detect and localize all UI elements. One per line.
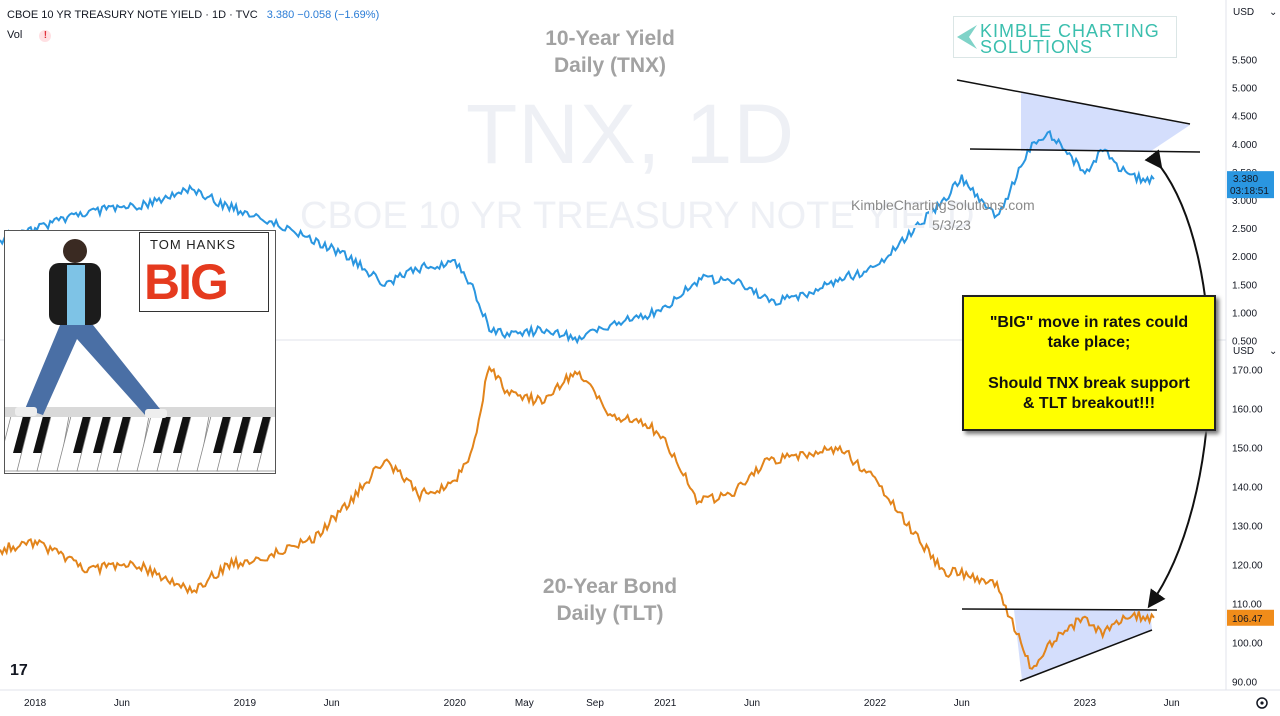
y-tick-label: 140.00	[1232, 483, 1263, 494]
tnx-channel-fill	[1021, 92, 1190, 151]
site-annotation: KimbleChartingSolutions.com	[851, 197, 1035, 213]
x-tick-label: Jun	[324, 698, 340, 709]
price-axis-currency: USD	[1233, 7, 1254, 18]
logo-line2: SOLUTIONS	[980, 37, 1094, 57]
callout-line2: take place;	[1047, 334, 1131, 351]
poster-title-box: TOM HANKS BIG	[139, 232, 269, 312]
tlt-title-block: 20-Year Bond Daily (TLT)	[500, 573, 720, 627]
chevron-down-icon[interactable]: ⌄	[1269, 7, 1277, 18]
tlt-support-line[interactable]	[1019, 629, 1153, 682]
y-tick-label: 170.00	[1232, 366, 1263, 377]
volume-indicator[interactable]: Vol !	[7, 29, 52, 42]
tnx-resistance-line[interactable]	[956, 79, 1191, 125]
y-tick-label: 120.00	[1232, 561, 1263, 572]
tradingview-logo[interactable]: 17	[10, 662, 28, 679]
y-tick-label: 2.500	[1232, 224, 1257, 235]
x-tick-label: 2023	[1074, 698, 1097, 709]
x-tick-label: Jun	[1164, 698, 1180, 709]
logo-line1: KIMBLE CHARTING	[980, 21, 1160, 41]
chart-header: CBOE 10 YR TREASURY NOTE YIELD · 1D · TV…	[7, 9, 379, 21]
y-tick-label: 2.000	[1232, 252, 1257, 263]
y-tick-label: 4.000	[1232, 140, 1257, 151]
tlt-title: 20-Year Bond	[542, 575, 678, 598]
poster-title: BIG	[144, 254, 229, 310]
volume-label: Vol	[7, 29, 23, 41]
x-tick-label: Jun	[954, 698, 970, 709]
y-tick-label: 100.00	[1232, 639, 1263, 650]
y-tick-label: 5.500	[1232, 56, 1257, 67]
x-tick-label: Jun	[114, 698, 130, 709]
price-change-label: 3.380 −0.058 (−1.69%)	[266, 9, 380, 21]
movie-poster-image: TOM HANKS BIG	[4, 230, 276, 474]
price-axis-currency: USD	[1233, 346, 1254, 357]
tlt-subtitle: Daily (TLT)	[556, 602, 664, 625]
x-tick-label: Jun	[744, 698, 760, 709]
tlt-last-price-badge	[1227, 609, 1274, 626]
poster-illustration	[5, 239, 275, 472]
arrow-logo-icon	[957, 25, 977, 49]
callout-line4: & TLT breakout!!!	[1022, 395, 1156, 412]
y-tick-label: 130.00	[1232, 522, 1263, 533]
date-annotation: 5/3/23	[932, 217, 971, 233]
callout-line3: Should TNX break support	[988, 375, 1190, 392]
y-tick-label: 150.00	[1232, 444, 1263, 455]
kimble-logo: KIMBLE CHARTING SOLUTIONS	[953, 16, 1177, 58]
tnx-countdown: 03:18:51	[1230, 186, 1269, 197]
tlt-series-line[interactable]	[0, 364, 1155, 670]
chevron-down-icon[interactable]: ⌄	[1269, 346, 1277, 357]
callout-box: "BIG" move in rates could take place; Sh…	[962, 295, 1216, 431]
tlt-resistance-line[interactable]	[961, 608, 1158, 611]
tnx-subtitle: Daily (TNX)	[553, 54, 666, 77]
y-tick-label: 5.000	[1232, 84, 1257, 95]
gear-icon[interactable]	[1256, 697, 1268, 709]
y-tick-label: 110.00	[1232, 600, 1262, 611]
x-tick-label: 2022	[864, 698, 887, 709]
y-tick-label: 1.000	[1232, 308, 1257, 319]
x-tick-label: 2021	[654, 698, 677, 709]
poster-actor: TOM HANKS	[150, 237, 237, 252]
symbol-watermark: TNX, 1D	[466, 87, 796, 181]
y-tick-label: 160.00	[1232, 405, 1263, 416]
x-tick-label: 2019	[234, 698, 257, 709]
x-tick-label: 2018	[24, 698, 47, 709]
y-tick-label: 4.500	[1232, 112, 1257, 123]
y-tick-label: 0.500	[1232, 337, 1257, 348]
tlt-last-price: 106.47	[1232, 614, 1263, 625]
y-tick-label: 90.00	[1232, 678, 1257, 689]
tnx-last-price: 3.380	[1233, 174, 1258, 185]
tnx-last-price-badge	[1227, 171, 1274, 199]
description-watermark: CBOE 10 YR TREASURY NOTE YIELD	[300, 195, 975, 237]
x-tick-label: May	[515, 698, 534, 709]
tnx-title: 10-Year Yield	[545, 27, 675, 50]
warning-icon[interactable]: !	[39, 30, 52, 42]
callout-line1: "BIG" move in rates could	[989, 314, 1189, 331]
tnx-series-line[interactable]	[0, 129, 1155, 345]
x-tick-label: 2020	[444, 698, 467, 709]
tnx-title-block: 10-Year Yield Daily (TNX)	[500, 25, 720, 79]
tlt-channel-fill	[1014, 610, 1152, 680]
x-tick-label: Sep	[586, 698, 604, 709]
y-tick-label: 1.500	[1232, 280, 1257, 291]
y-tick-label: 3.000	[1232, 196, 1257, 207]
symbol-label[interactable]: CBOE 10 YR TREASURY NOTE YIELD · 1D · TV…	[7, 9, 258, 21]
